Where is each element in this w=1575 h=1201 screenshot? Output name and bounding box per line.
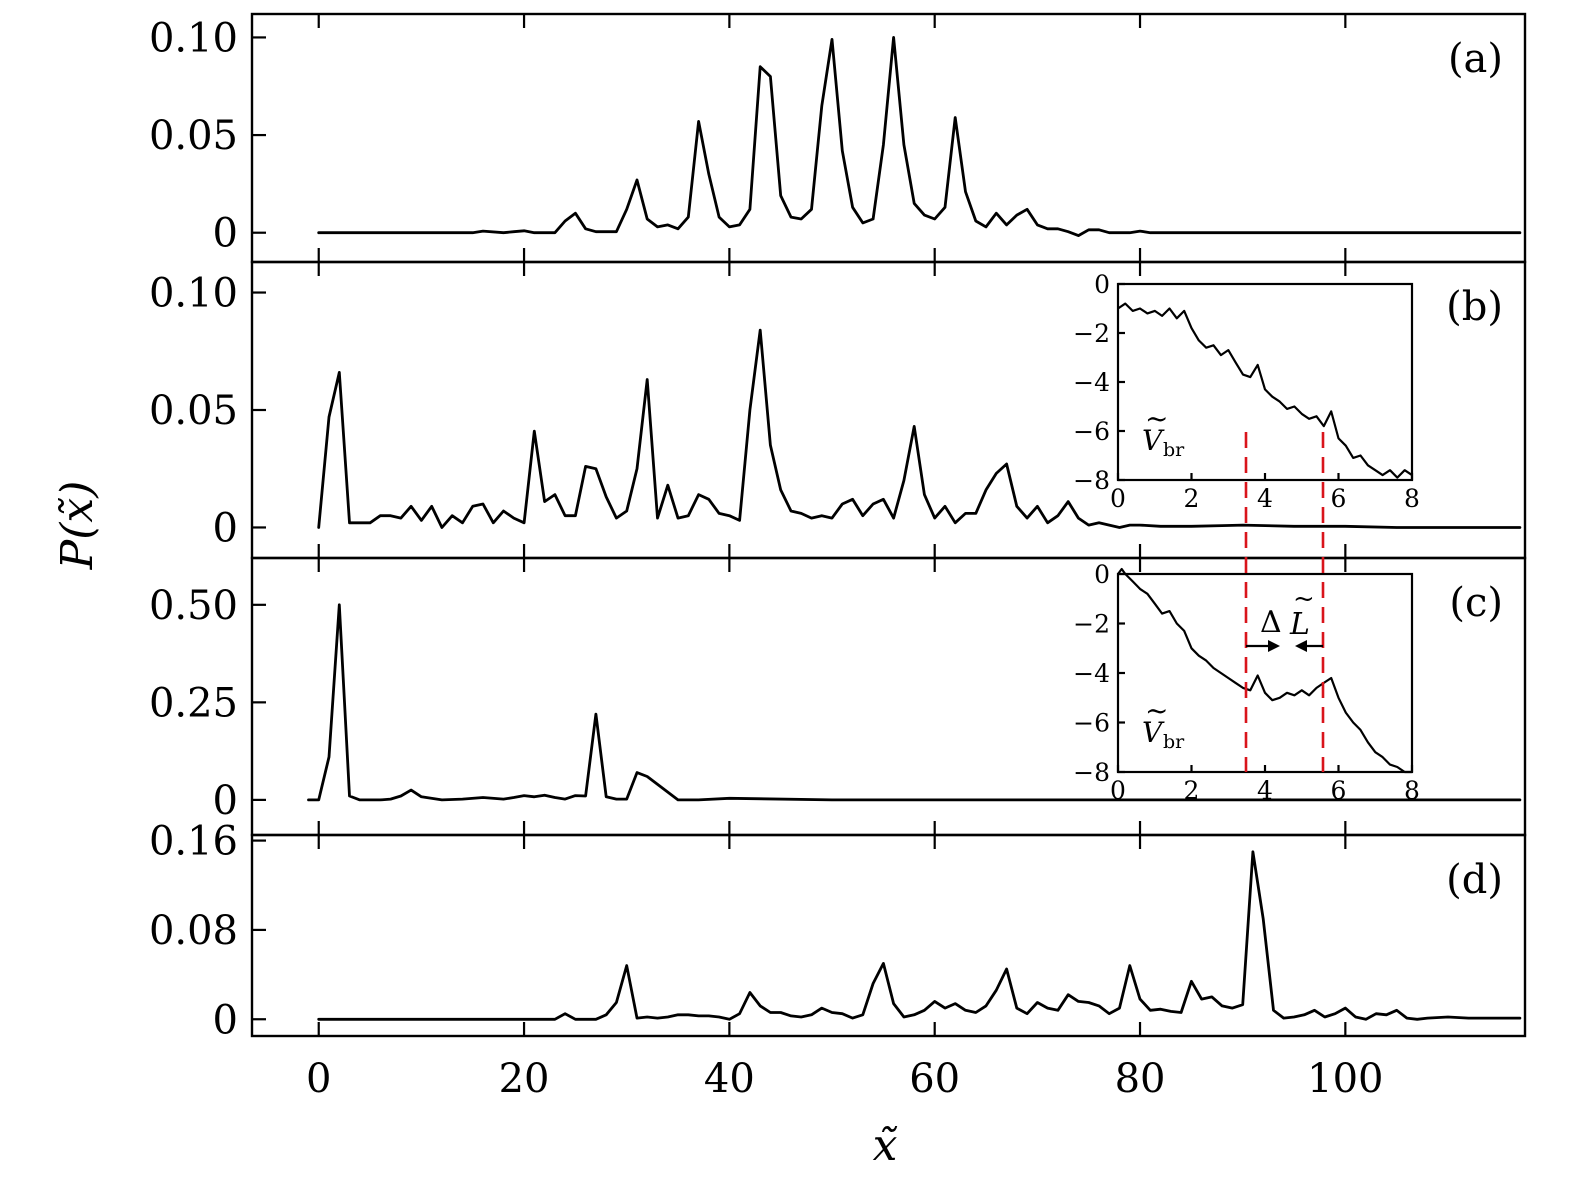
inset-y-tick-label: −6 <box>1073 417 1110 446</box>
x-tick-label: 100 <box>1307 1056 1383 1102</box>
series-line <box>307 603 1522 802</box>
y-tick-label: 0.16 <box>149 819 238 865</box>
inset-x-tick-label: 2 <box>1184 484 1200 513</box>
inset-x-tick-label: 6 <box>1331 776 1347 805</box>
insets: 0 2 4 6 80−2−4−6−8V~br0 2 4 6 80−2−4−6−8V~br <box>1073 270 1420 805</box>
inset-x-tick-label: 8 <box>1404 484 1420 513</box>
inset-frame <box>1116 572 1414 774</box>
delta-label: Δ <box>1260 605 1282 640</box>
x-axis-label: x̃ <box>873 1120 898 1171</box>
inset-ylabel-sub: br <box>1163 731 1185 753</box>
inset-ylabel-tilde: ~ <box>1145 402 1168 435</box>
inset-x-tick-label: 4 <box>1257 776 1273 805</box>
inset-series-line <box>1117 302 1413 479</box>
inset-y-tick-label: 0 <box>1094 270 1110 299</box>
inset-ylabel: V <box>1142 716 1165 749</box>
y-tick-label: 0.25 <box>149 680 238 726</box>
x-tick-label: 40 <box>704 1056 755 1102</box>
y-tick-label: 0.05 <box>149 388 238 434</box>
panel-label: (c) <box>1449 580 1503 626</box>
y-tick-label: 0 <box>213 505 238 551</box>
inset-x-tick-label: 8 <box>1404 776 1420 805</box>
panel-2: 0 0.25 0.50 (c) <box>149 556 1527 837</box>
inset-ylabel: V <box>1142 424 1165 457</box>
inset-x-tick-label: 0 <box>1110 776 1126 805</box>
y-tick-label: 0 <box>213 997 238 1043</box>
panel-frame <box>250 833 1527 1038</box>
y-tick-label: 0 <box>213 778 238 824</box>
inset-y-tick-label: −6 <box>1073 709 1110 738</box>
y-axis-label: P(x̃) <box>52 481 103 571</box>
x-tick-label: 0 <box>306 1056 331 1102</box>
inset-x-tick-label: 6 <box>1331 484 1347 513</box>
inset-x-tick-label: 4 <box>1257 484 1273 513</box>
inset-1: 0 2 4 6 80−2−4−6−8V~br <box>1073 560 1420 805</box>
inset-y-tick-label: 0 <box>1094 560 1110 589</box>
inset-frame <box>1116 282 1414 482</box>
panel-3: 0 20 40 60 80 100 0 0.08 0.16 (d) <box>149 819 1527 1102</box>
inset-0: 0 2 4 6 8 0 −2 −4 −6 −8 V~ br <box>1073 270 1420 513</box>
delta-label-tilde: ~ <box>1293 584 1315 614</box>
inset-y-tick-label: −8 <box>1073 466 1110 495</box>
inset-x-tick-label: 2 <box>1184 776 1200 805</box>
y-tick-label: 0.08 <box>149 908 238 954</box>
y-tick-label: 0.10 <box>149 271 238 317</box>
inset-y-tick-label: −4 <box>1073 368 1110 397</box>
panel-0: 0 0.05 0.10 (a) <box>149 12 1527 264</box>
series-line <box>317 850 1522 1021</box>
y-tick-label: 0.05 <box>149 113 238 159</box>
delta-arrowhead-right <box>1295 640 1307 652</box>
inset-ylabel-sub: br <box>1163 439 1185 461</box>
panel-label: (d) <box>1446 857 1503 903</box>
y-tick-label: 0.10 <box>149 15 238 61</box>
x-tick-label: 60 <box>909 1056 960 1102</box>
inset-series-line <box>1117 567 1412 774</box>
x-tick-label: 20 <box>499 1056 550 1102</box>
panel-frame <box>250 12 1527 264</box>
delta-label-L: L <box>1289 607 1310 642</box>
x-tick-label: 80 <box>1115 1056 1166 1102</box>
panel-label: (a) <box>1448 36 1503 82</box>
inset-y-tick-label: −2 <box>1073 610 1110 639</box>
overlay: Δ L~ <box>1244 432 1325 772</box>
panel-label: (b) <box>1446 284 1503 330</box>
inset-ylabel-tilde: ~ <box>1145 694 1168 727</box>
inset-y-tick-label: −4 <box>1073 659 1110 688</box>
inset-y-tick-label: −8 <box>1073 758 1110 787</box>
y-tick-label: 0.50 <box>149 583 238 629</box>
series-line <box>317 36 1522 237</box>
inset-y-tick-label: −2 <box>1073 319 1110 348</box>
series-line <box>317 328 1522 529</box>
y-tick-label: 0 <box>213 211 238 257</box>
delta-arrowhead-left <box>1268 640 1280 652</box>
inset-x-tick-label: 0 <box>1110 484 1126 513</box>
panels: 00.050.10 (a)00.050.10 (b)00.250.50 (c)0 20 4… <box>149 12 1527 1102</box>
